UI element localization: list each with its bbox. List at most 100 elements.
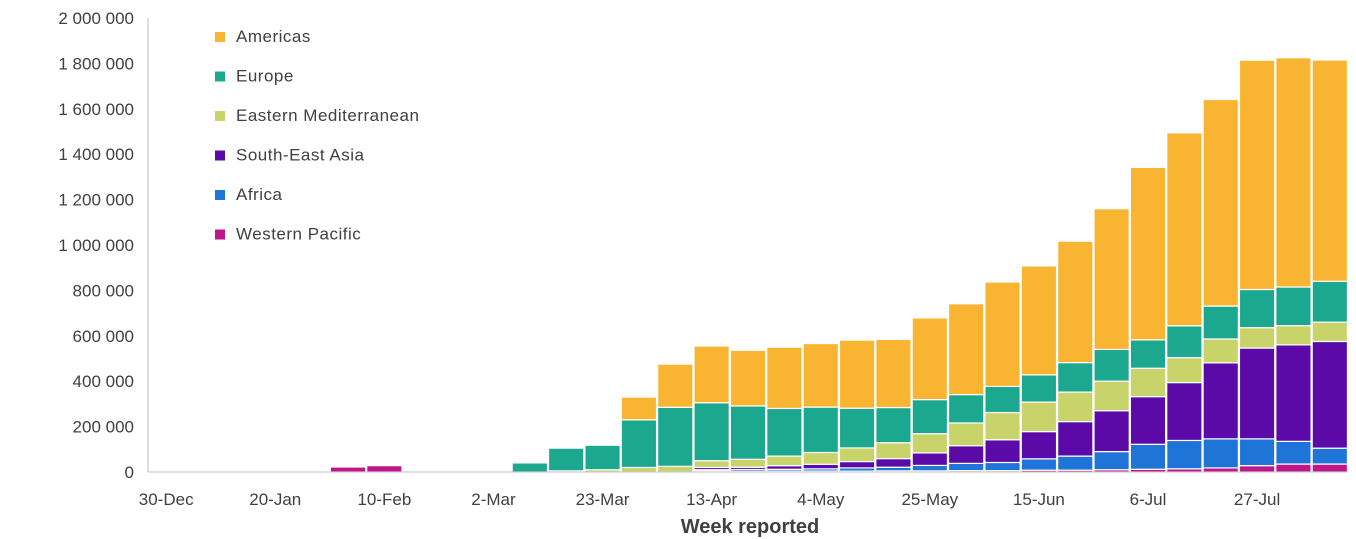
- bar-segment-eastern-mediterranean: [1020, 401, 1058, 433]
- bar-segment-africa: [1311, 447, 1349, 465]
- x-axis: 30-Dec 20-Jan 10-Feb 2-Mar 23-Mar 13-Apr 4-May…: [139, 471, 1348, 509]
- bar-segment-africa: [1275, 440, 1312, 465]
- bar-segment-europe: [984, 385, 1021, 414]
- bar-segment-africa: [1057, 455, 1094, 471]
- y-tick-label: 1 600 000: [58, 100, 134, 119]
- legend-swatch: [215, 229, 225, 240]
- bar-segment-eastern-mediterranean: [1129, 367, 1167, 398]
- bar-segment-western-pacific: [1238, 465, 1276, 473]
- bar-segment-western-pacific: [329, 466, 367, 473]
- bar-segment-western-pacific: [366, 465, 403, 473]
- bar-segment-south-east-asia: [838, 460, 876, 469]
- x-axis-title: Week reported: [681, 516, 820, 538]
- bar-segment-africa: [1020, 458, 1058, 471]
- bar-segment-americas: [1129, 166, 1167, 341]
- x-tick-label: 23-Mar: [576, 490, 630, 509]
- legend-swatch: [215, 150, 225, 161]
- legend-label: Europe: [236, 67, 294, 86]
- legend-swatch: [215, 190, 225, 200]
- bar-segment-south-east-asia: [1238, 347, 1276, 440]
- bar-segment-americas: [875, 338, 912, 409]
- y-tick-label: 200 000: [73, 418, 134, 437]
- legend-label: Eastern Mediterranean: [236, 106, 419, 125]
- bar-segment-americas: [947, 303, 985, 396]
- bar-segment-europe: [1166, 325, 1203, 359]
- bar-segment-europe: [1020, 374, 1058, 403]
- bar-segment-europe: [1238, 288, 1276, 329]
- bar-segment-eastern-mediterranean: [984, 411, 1021, 441]
- bar-segment-africa: [911, 464, 949, 472]
- bar-segment-europe: [511, 462, 549, 473]
- legend-label: Western Pacific: [236, 225, 361, 244]
- bar-segment-americas: [911, 317, 949, 401]
- legend-swatch: [215, 32, 225, 42]
- bar-segment-eastern-mediterranean: [1093, 380, 1130, 412]
- bar-segment-europe: [1311, 280, 1349, 323]
- bar-segment-americas: [1166, 132, 1203, 327]
- bar-segment-south-east-asia: [947, 445, 985, 464]
- bar-segment-americas: [1057, 240, 1094, 364]
- x-tick-label: 4-May: [797, 490, 845, 509]
- x-tick-label: 6-Jul: [1130, 490, 1167, 509]
- bar-segment-americas: [729, 349, 767, 407]
- x-tick-label: 15-Jun: [1013, 490, 1065, 509]
- bar-segment-europe: [1202, 305, 1239, 340]
- bar-segment-americas: [984, 281, 1021, 388]
- bar-segment-eastern-mediterranean: [1202, 338, 1239, 364]
- bar-segment-africa: [947, 462, 985, 472]
- y-tick-label: 1 200 000: [58, 191, 134, 210]
- y-tick-label: 1 400 000: [58, 145, 134, 164]
- bar-segment-europe: [838, 407, 876, 449]
- legend-swatch: [215, 111, 225, 121]
- bar-segment-eastern-mediterranean: [802, 451, 839, 465]
- bar-segment-americas: [1311, 59, 1349, 282]
- x-tick-label: 20-Jan: [249, 490, 301, 509]
- bar-segment-europe: [657, 406, 694, 467]
- x-tick-label: 10-Feb: [357, 490, 411, 509]
- x-tick-label: 30-Dec: [139, 490, 194, 509]
- bar-segment-africa: [984, 461, 1021, 472]
- bar-segment-europe: [620, 419, 658, 469]
- bar-segment-eastern-mediterranean: [875, 442, 912, 460]
- bar-segment-europe: [1093, 348, 1130, 382]
- bars: [257, 57, 1349, 473]
- legend-swatch: [215, 71, 225, 82]
- bar-segment-europe: [875, 406, 912, 444]
- bar-segment-europe: [802, 406, 839, 454]
- y-tick-label: 800 000: [73, 281, 134, 300]
- bar-segment-europe: [693, 402, 730, 462]
- x-tick-label: 25-May: [901, 490, 958, 509]
- bar-segment-eastern-mediterranean: [1238, 327, 1276, 349]
- bar-segment-africa: [1166, 439, 1203, 470]
- bar-segment-south-east-asia: [1202, 362, 1239, 440]
- bar-segment-americas: [1275, 57, 1312, 288]
- bar-segment-western-pacific: [1275, 463, 1312, 473]
- bar-segment-south-east-asia: [1020, 430, 1058, 460]
- x-tick-label: 13-Apr: [686, 490, 737, 509]
- bar-segment-americas: [1238, 59, 1276, 291]
- bar-segment-western-pacific: [1311, 463, 1349, 473]
- bar-segment-south-east-asia: [802, 463, 839, 470]
- legend-label: South-East Asia: [236, 146, 365, 165]
- bar-segment-south-east-asia: [875, 458, 912, 468]
- y-tick-label: 1 800 000: [58, 54, 134, 73]
- bar-segment-south-east-asia: [1129, 396, 1167, 445]
- bar-segment-south-east-asia: [1275, 344, 1312, 442]
- bar-segment-south-east-asia: [1057, 421, 1094, 457]
- y-axis: 0 200 000 400 000 600 000 800 000 1 000 000 1 …: [58, 9, 149, 482]
- legend-label: Americas: [236, 27, 311, 46]
- bar-segment-eastern-mediterranean: [911, 433, 949, 454]
- bar-segment-south-east-asia: [1311, 340, 1349, 449]
- bar-segment-south-east-asia: [1093, 410, 1130, 453]
- y-tick-label: 2 000 000: [58, 9, 134, 28]
- bar-segment-eastern-mediterranean: [1057, 391, 1094, 423]
- bar-segment-americas: [838, 339, 876, 409]
- bar-segment-eastern-mediterranean: [657, 465, 694, 473]
- y-tick-label: 1 000 000: [58, 236, 134, 255]
- bar-segment-europe: [911, 398, 949, 435]
- bar-segment-africa: [1093, 450, 1130, 471]
- bar-segment-africa: [1238, 438, 1276, 467]
- y-tick-label: 600 000: [73, 327, 134, 346]
- bar-segment-south-east-asia: [984, 439, 1021, 464]
